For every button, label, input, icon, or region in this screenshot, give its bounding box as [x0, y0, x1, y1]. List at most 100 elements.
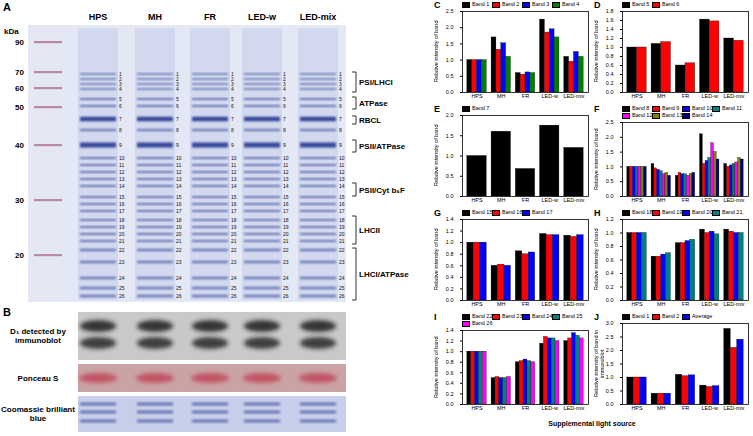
svg-text:11: 11: [283, 162, 288, 168]
svg-text:5: 5: [339, 96, 342, 102]
svg-text:1.5: 1.5: [446, 133, 454, 139]
svg-text:15: 15: [283, 194, 289, 200]
svg-text:RBCL: RBCL: [359, 116, 381, 125]
svg-text:2.5: 2.5: [606, 119, 614, 125]
svg-text:15: 15: [119, 194, 125, 200]
svg-text:15: 15: [231, 194, 237, 200]
svg-text:21: 21: [283, 238, 289, 244]
svg-text:11: 11: [119, 162, 124, 168]
svg-text:15: 15: [339, 194, 345, 200]
svg-text:24: 24: [231, 275, 237, 281]
svg-text:70: 70: [15, 68, 24, 77]
svg-text:LED-w: LED-w: [541, 197, 558, 203]
svg-text:1.4: 1.4: [446, 216, 454, 222]
svg-text:8: 8: [119, 127, 122, 133]
svg-text:11: 11: [176, 162, 181, 168]
svg-text:26: 26: [119, 293, 125, 299]
svg-text:18: 18: [339, 217, 345, 223]
svg-text:1.5: 1.5: [606, 149, 614, 155]
svg-text:0.2: 0.2: [446, 286, 454, 292]
svg-text:8: 8: [176, 127, 179, 133]
svg-text:5: 5: [283, 96, 286, 102]
svg-text:6: 6: [119, 103, 122, 109]
svg-text:2.0: 2.0: [606, 134, 614, 140]
svg-text:2.0: 2.0: [606, 347, 614, 353]
svg-text:25: 25: [119, 285, 125, 291]
svg-text:50: 50: [15, 103, 24, 112]
svg-text:5: 5: [119, 96, 122, 102]
svg-text:18: 18: [231, 217, 237, 223]
svg-text:6: 6: [176, 103, 179, 109]
svg-text:1.8: 1.8: [606, 8, 614, 14]
svg-text:1.6: 1.6: [606, 17, 614, 23]
svg-text:12: 12: [119, 169, 125, 175]
svg-text:0.2: 0.2: [606, 284, 614, 290]
svg-text:HPS: HPS: [631, 301, 643, 307]
svg-text:7: 7: [283, 116, 286, 122]
svg-text:20: 20: [176, 231, 182, 237]
svg-text:MH: MH: [497, 405, 506, 411]
svg-text:0.5: 0.5: [446, 73, 454, 79]
svg-text:14: 14: [231, 183, 237, 189]
svg-text:2.5: 2.5: [606, 334, 614, 340]
svg-text:16: 16: [231, 201, 237, 207]
svg-text:19: 19: [339, 224, 345, 230]
svg-text:12: 12: [283, 169, 289, 175]
svg-text:0.5: 0.5: [606, 388, 614, 394]
svg-text:1.0: 1.0: [446, 57, 454, 63]
svg-text:FR: FR: [522, 197, 529, 203]
svg-text:1.2: 1.2: [446, 228, 454, 234]
svg-text:LED-w: LED-w: [541, 405, 558, 411]
svg-text:9: 9: [339, 142, 342, 148]
svg-text:HPS: HPS: [471, 93, 483, 99]
svg-text:FR: FR: [682, 301, 689, 307]
svg-text:0.8: 0.8: [446, 359, 454, 365]
svg-text:FR: FR: [682, 197, 689, 203]
svg-text:16: 16: [283, 201, 289, 207]
svg-text:10: 10: [339, 155, 345, 161]
svg-text:0.4: 0.4: [606, 71, 614, 77]
svg-text:LED-mix: LED-mix: [723, 301, 744, 307]
svg-text:15: 15: [176, 194, 182, 200]
svg-text:22: 22: [119, 247, 125, 253]
svg-text:22: 22: [339, 247, 345, 253]
svg-text:1.5: 1.5: [446, 41, 454, 47]
svg-text:10: 10: [176, 155, 182, 161]
svg-text:7: 7: [176, 116, 179, 122]
svg-text:1.0: 1.0: [606, 164, 614, 170]
svg-text:2.5: 2.5: [446, 8, 454, 14]
svg-text:7: 7: [231, 116, 234, 122]
svg-text:FR: FR: [204, 12, 216, 22]
svg-text:17: 17: [176, 208, 182, 214]
svg-text:1.4: 1.4: [606, 26, 614, 32]
svg-text:19: 19: [231, 224, 237, 230]
svg-text:1.0: 1.0: [446, 153, 454, 159]
svg-text:LED-mix: LED-mix: [563, 197, 584, 203]
svg-text:10: 10: [119, 155, 125, 161]
svg-text:LED-w: LED-w: [541, 301, 558, 307]
svg-text:8: 8: [283, 127, 286, 133]
svg-text:4: 4: [119, 86, 122, 92]
svg-text:LED-mix: LED-mix: [723, 405, 744, 411]
svg-text:0.0: 0.0: [446, 401, 454, 407]
svg-text:1.0: 1.0: [606, 44, 614, 50]
svg-text:8: 8: [339, 127, 342, 133]
svg-text:MH: MH: [497, 197, 506, 203]
svg-text:9: 9: [231, 142, 234, 148]
svg-text:25: 25: [176, 285, 182, 291]
svg-text:0.8: 0.8: [446, 251, 454, 257]
svg-text:23: 23: [231, 259, 237, 265]
svg-text:LED-w: LED-w: [701, 405, 718, 411]
svg-text:16: 16: [176, 201, 182, 207]
svg-text:1.2: 1.2: [606, 35, 614, 41]
svg-text:20: 20: [231, 231, 237, 237]
svg-text:16: 16: [339, 201, 345, 207]
svg-text:10: 10: [283, 155, 289, 161]
svg-text:HPS: HPS: [471, 301, 483, 307]
svg-text:0.0: 0.0: [606, 297, 614, 303]
svg-text:13: 13: [119, 176, 125, 182]
svg-text:1.4: 1.4: [446, 327, 454, 333]
svg-text:HPS: HPS: [631, 197, 643, 203]
svg-text:0.0: 0.0: [606, 401, 614, 407]
svg-text:19: 19: [283, 224, 289, 230]
